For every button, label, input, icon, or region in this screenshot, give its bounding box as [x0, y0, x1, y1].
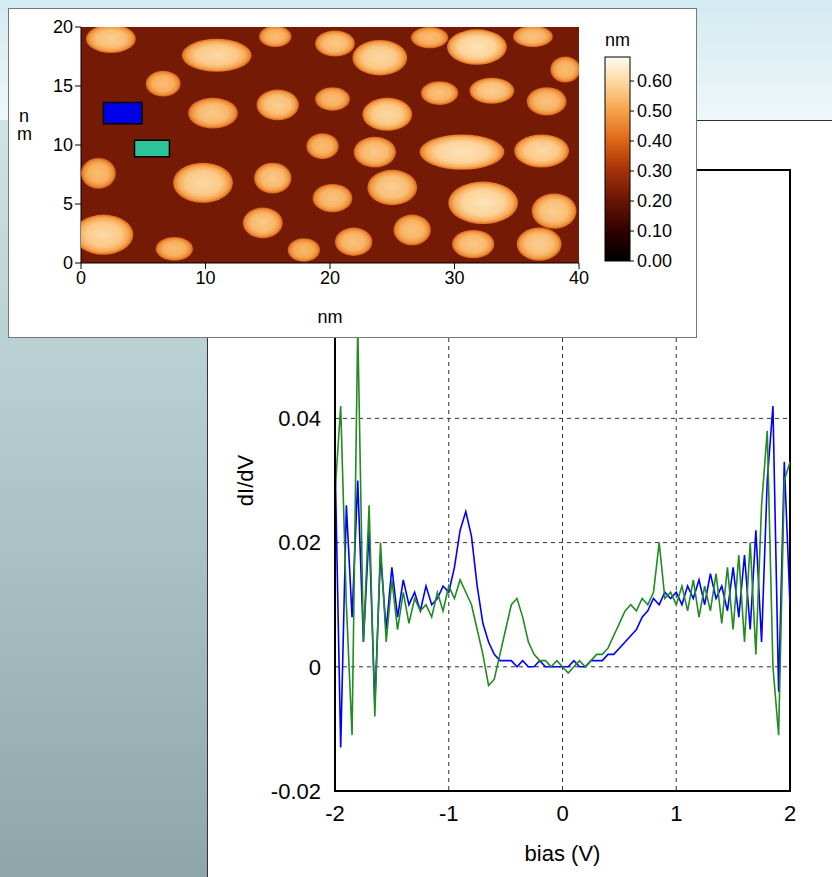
svg-text:0: 0: [309, 655, 321, 680]
svg-text:30: 30: [444, 268, 464, 288]
svg-text:20: 20: [320, 268, 340, 288]
svg-text:dI/dV: dI/dV: [233, 454, 258, 506]
svg-text:bias (V): bias (V): [525, 841, 601, 866]
html-text:n: n: [19, 106, 29, 126]
svg-text:0.60: 0.60: [637, 71, 672, 91]
svg-text:0.50: 0.50: [637, 101, 672, 121]
svg-text:1: 1: [670, 801, 682, 826]
svg-text:0: 0: [63, 253, 73, 273]
svg-text:0.10: 0.10: [637, 221, 672, 241]
svg-text:0: 0: [556, 801, 568, 826]
svg-text:0.40: 0.40: [637, 131, 672, 151]
svg-text:0.02: 0.02: [278, 530, 321, 555]
svg-text:40: 40: [569, 268, 589, 288]
svg-text:nm: nm: [317, 307, 342, 327]
svg-text:0: 0: [76, 268, 86, 288]
svg-text:-1: -1: [439, 801, 459, 826]
svg-text:0.04: 0.04: [278, 406, 321, 431]
svg-text:0.20: 0.20: [637, 191, 672, 211]
html-text:m: m: [17, 124, 32, 144]
svg-text:0.00: 0.00: [637, 251, 672, 271]
svg-text:10: 10: [53, 135, 73, 155]
svg-text:10: 10: [195, 268, 215, 288]
svg-text:20: 20: [53, 17, 73, 37]
svg-text:5: 5: [63, 194, 73, 214]
svg-text:15: 15: [53, 76, 73, 96]
svg-text:nm: nm: [605, 30, 630, 50]
svg-text:0.30: 0.30: [637, 161, 672, 181]
svg-text:-0.02: -0.02: [271, 779, 321, 804]
svg-text:2: 2: [784, 801, 796, 826]
svg-text:-2: -2: [325, 801, 345, 826]
